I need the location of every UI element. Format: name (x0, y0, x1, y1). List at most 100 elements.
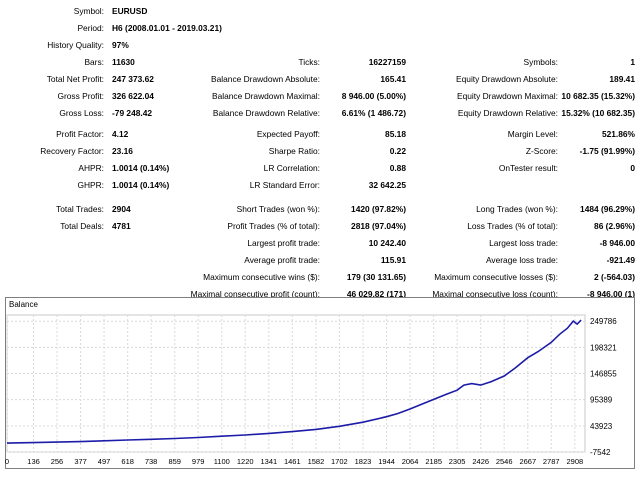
stat-value (112, 235, 152, 252)
stat-value: -79 248.42 (112, 108, 153, 118)
y-tick-label: 43923 (590, 422, 613, 431)
stat-value (556, 177, 635, 194)
stat-value: -1.75 (91.99%) (579, 146, 635, 156)
stat-value: 16227159 (368, 57, 406, 67)
stat-label: Symbols: (523, 57, 558, 67)
stat-label: Gross Loss: (59, 108, 104, 118)
stat-row: Total Trades: 2904 Short Trades (won %): 14… (0, 201, 640, 218)
stat-value: 2818 (97.04%) (351, 221, 406, 231)
x-tick-label: 1461 (284, 457, 301, 466)
stat-value: 11630 (112, 57, 135, 67)
stat-row: Bars: 11630 Ticks: 16227159 Symbols: 1 (0, 54, 640, 71)
balance-line (6, 319, 582, 444)
stat-value: 6.61% (1 486.72) (341, 108, 406, 118)
stat-value: -8 946.00 (1) (587, 289, 635, 299)
x-tick-label: 0 (5, 457, 9, 466)
stat-value: 32 642.25 (368, 180, 406, 190)
stat-label: Maximal consecutive loss (count): (432, 289, 558, 299)
stat-value: 85.18 (385, 129, 406, 139)
x-tick-label: 2305 (449, 457, 466, 466)
x-tick-label: 256 (51, 457, 64, 466)
stat-label: LR Standard Error: (249, 180, 320, 190)
stat-row: AHPR: 1.0014 (0.14%) LR Correlation: 0.88 On… (0, 160, 640, 177)
history-quality-value: 97% (112, 40, 129, 50)
x-tick-label: 1944 (378, 457, 395, 466)
stat-value: 86 (2.96%) (594, 221, 635, 231)
stat-value: 0.22 (389, 146, 406, 156)
stat-value: 247 373.62 (112, 74, 154, 84)
x-tick-label: 377 (74, 457, 87, 466)
period-label: Period: (77, 23, 104, 33)
stat-label: Balance Drawdown Absolute: (211, 74, 320, 84)
stat-value: 1484 (96.29%) (580, 204, 635, 214)
symbol-label: Symbol: (73, 6, 104, 16)
x-tick-label: 618 (121, 457, 134, 466)
stat-row: Maximum consecutive wins ($): 179 (30 131… (0, 269, 640, 286)
stat-label: OnTester result: (498, 163, 558, 173)
stat-label: Average profit trade: (244, 255, 320, 265)
stat-value: 2904 (112, 204, 131, 214)
stat-value (112, 252, 152, 269)
stat-value: -8 946.00 (599, 238, 635, 248)
stat-value: 4.12 (112, 129, 129, 139)
x-tick-label: 1582 (308, 457, 325, 466)
x-tick-label: 2787 (543, 457, 560, 466)
stat-label: Margin Level: (507, 129, 558, 139)
stat-row: Gross Profit: 326 622.04 Balance Drawdown … (0, 88, 640, 105)
stat-label (406, 177, 558, 194)
x-tick-label: 859 (168, 457, 181, 466)
stat-label: Profit Trades (% of total): (227, 221, 320, 231)
x-tick-label: 1823 (355, 457, 372, 466)
stat-value: 10 242.40 (368, 238, 406, 248)
y-tick-label: -7542 (590, 448, 611, 457)
stat-value: 0 (630, 163, 635, 173)
stat-value: 179 (30 131.65) (346, 272, 406, 282)
stat-label: Largest profit trade: (247, 238, 320, 248)
chart-frame (5, 297, 635, 469)
stat-value: 23.16 (112, 146, 133, 156)
stat-row: GHPR: 1.0014 (0.14%) LR Standard Error: 32 … (0, 177, 640, 194)
header-row-symbol: Symbol: EURUSD (0, 3, 640, 20)
stat-row: Gross Loss: -79 248.42 Balance Drawdown Re… (0, 105, 640, 122)
symbol-value: EURUSD (112, 6, 148, 16)
stat-label: Expected Payoff: (256, 129, 320, 139)
stat-value: 1420 (97.82%) (351, 204, 406, 214)
stat-label: Maximum consecutive wins ($): (203, 272, 320, 282)
stat-label: Equity Drawdown Relative: (457, 108, 558, 118)
stat-value: 8 946.00 (5.00%) (341, 91, 406, 101)
stat-label: Average loss trade: (485, 255, 558, 265)
stat-label: Largest loss trade: (489, 238, 558, 248)
stat-label: LR Correlation: (263, 163, 320, 173)
stat-label: Ticks: (298, 57, 320, 67)
stat-label: Balance Drawdown Maximal: (212, 91, 320, 101)
stat-value: 165.41 (380, 74, 406, 84)
x-tick-label: 979 (192, 457, 205, 466)
stat-label: Loss Trades (% of total): (467, 221, 558, 231)
stat-label: Total Trades: (56, 204, 104, 214)
stat-value: 326 622.04 (112, 91, 154, 101)
x-tick-label: 1341 (261, 457, 278, 466)
stat-value (112, 269, 152, 286)
stat-row: Average profit trade: 115.91 Average loss … (0, 252, 640, 269)
stat-row: Total Deals: 4781 Profit Trades (% of tota… (0, 218, 640, 235)
x-tick-label: 2064 (402, 457, 419, 466)
stat-label: Maximal consecutive profit (count): (190, 289, 320, 299)
stat-row: Recovery Factor: 23.16 Sharpe Ratio: 0.22 Z-… (0, 143, 640, 160)
stat-label: Short Trades (won %): (236, 204, 320, 214)
stat-value: 521.86% (601, 129, 635, 139)
stat-label: Equity Drawdown Absolute: (456, 74, 558, 84)
x-tick-label: 497 (98, 457, 111, 466)
stat-value: 1 (630, 57, 635, 67)
x-tick-label: 1702 (331, 457, 348, 466)
stat-label (0, 252, 104, 269)
stat-value: -921.49 (606, 255, 635, 265)
balance-chart-svg: 249786 198321 146855 95389 43923 -7542 0 136 256… (5, 297, 635, 469)
stat-value: 0.88 (389, 163, 406, 173)
stat-label: Recovery Factor: (40, 146, 104, 156)
stat-label: Z-Score: (525, 146, 558, 156)
y-tick-label: 249786 (590, 317, 617, 326)
x-tick-label: 1220 (237, 457, 254, 466)
stat-value: 2 (-564.03) (594, 272, 635, 282)
x-tick-label: 136 (27, 457, 40, 466)
stat-row: Maximal consecutive profit (count): 46 02… (0, 286, 640, 303)
